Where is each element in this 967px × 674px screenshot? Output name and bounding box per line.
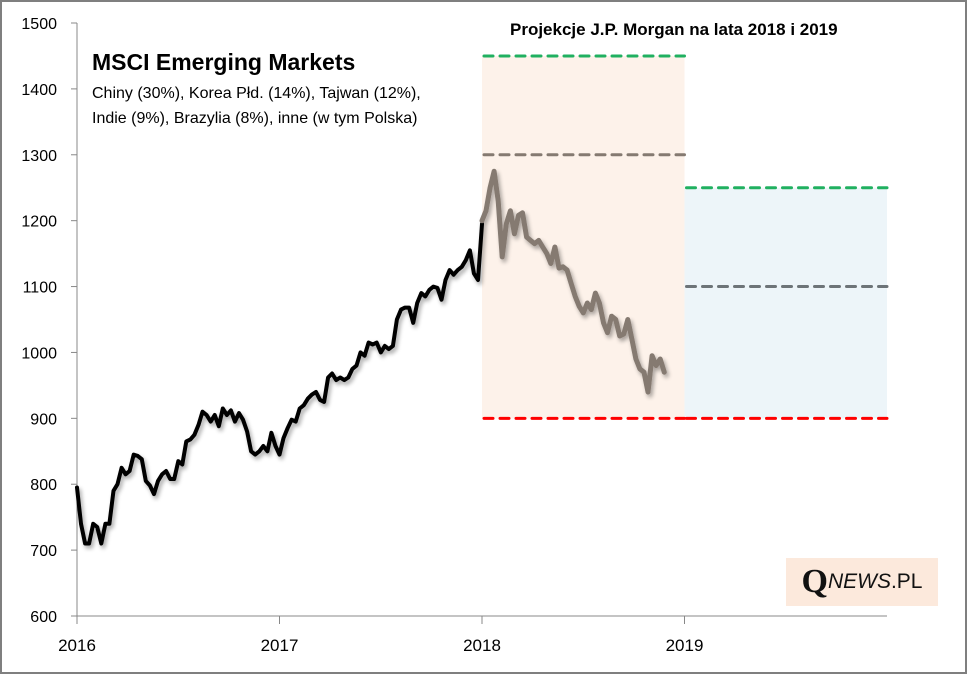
- chart-subtitle-line-1: Chiny (30%), Korea Płd. (14%), Tajwan (1…: [92, 85, 421, 102]
- y-tick-label-1200: 1200: [21, 214, 57, 231]
- y-tick-label-1300: 1300: [21, 148, 57, 165]
- chart-subtitle-line-2: Indie (9%), Brazylia (8%), inne (w tym P…: [92, 110, 417, 127]
- y-tick-label-600: 600: [30, 609, 57, 626]
- x-tick-label-2018: 2018: [463, 636, 501, 655]
- x-tick-label-2019: 2019: [666, 636, 704, 655]
- series-line-2016-2017: [75, 222, 484, 546]
- y-tick-label-1000: 1000: [21, 345, 57, 362]
- y-tick-label-1100: 1100: [23, 280, 58, 297]
- projection-title: Projekcje J.P. Morgan na lata 2018 i 201…: [510, 20, 838, 39]
- y-tick-label-700: 700: [30, 543, 57, 560]
- y-tick-label-1500: 1500: [21, 16, 57, 33]
- chart-title: MSCI Emerging Markets: [92, 49, 355, 75]
- qnews-logo: Q NEWS .PL: [786, 558, 938, 606]
- logo-q: Q: [801, 563, 828, 600]
- logo-pl: .PL: [890, 570, 923, 593]
- y-tick-label-800: 800: [30, 477, 57, 494]
- series-line-2018: [479, 168, 667, 395]
- x-tick-label-2017: 2017: [261, 636, 299, 655]
- projection-zone-2019: [684, 187, 887, 419]
- logo-news: NEWS: [827, 570, 891, 593]
- y-tick-label-900: 900: [30, 411, 57, 428]
- x-tick-label-2016: 2016: [58, 636, 96, 655]
- y-tick-label-1400: 1400: [21, 82, 57, 99]
